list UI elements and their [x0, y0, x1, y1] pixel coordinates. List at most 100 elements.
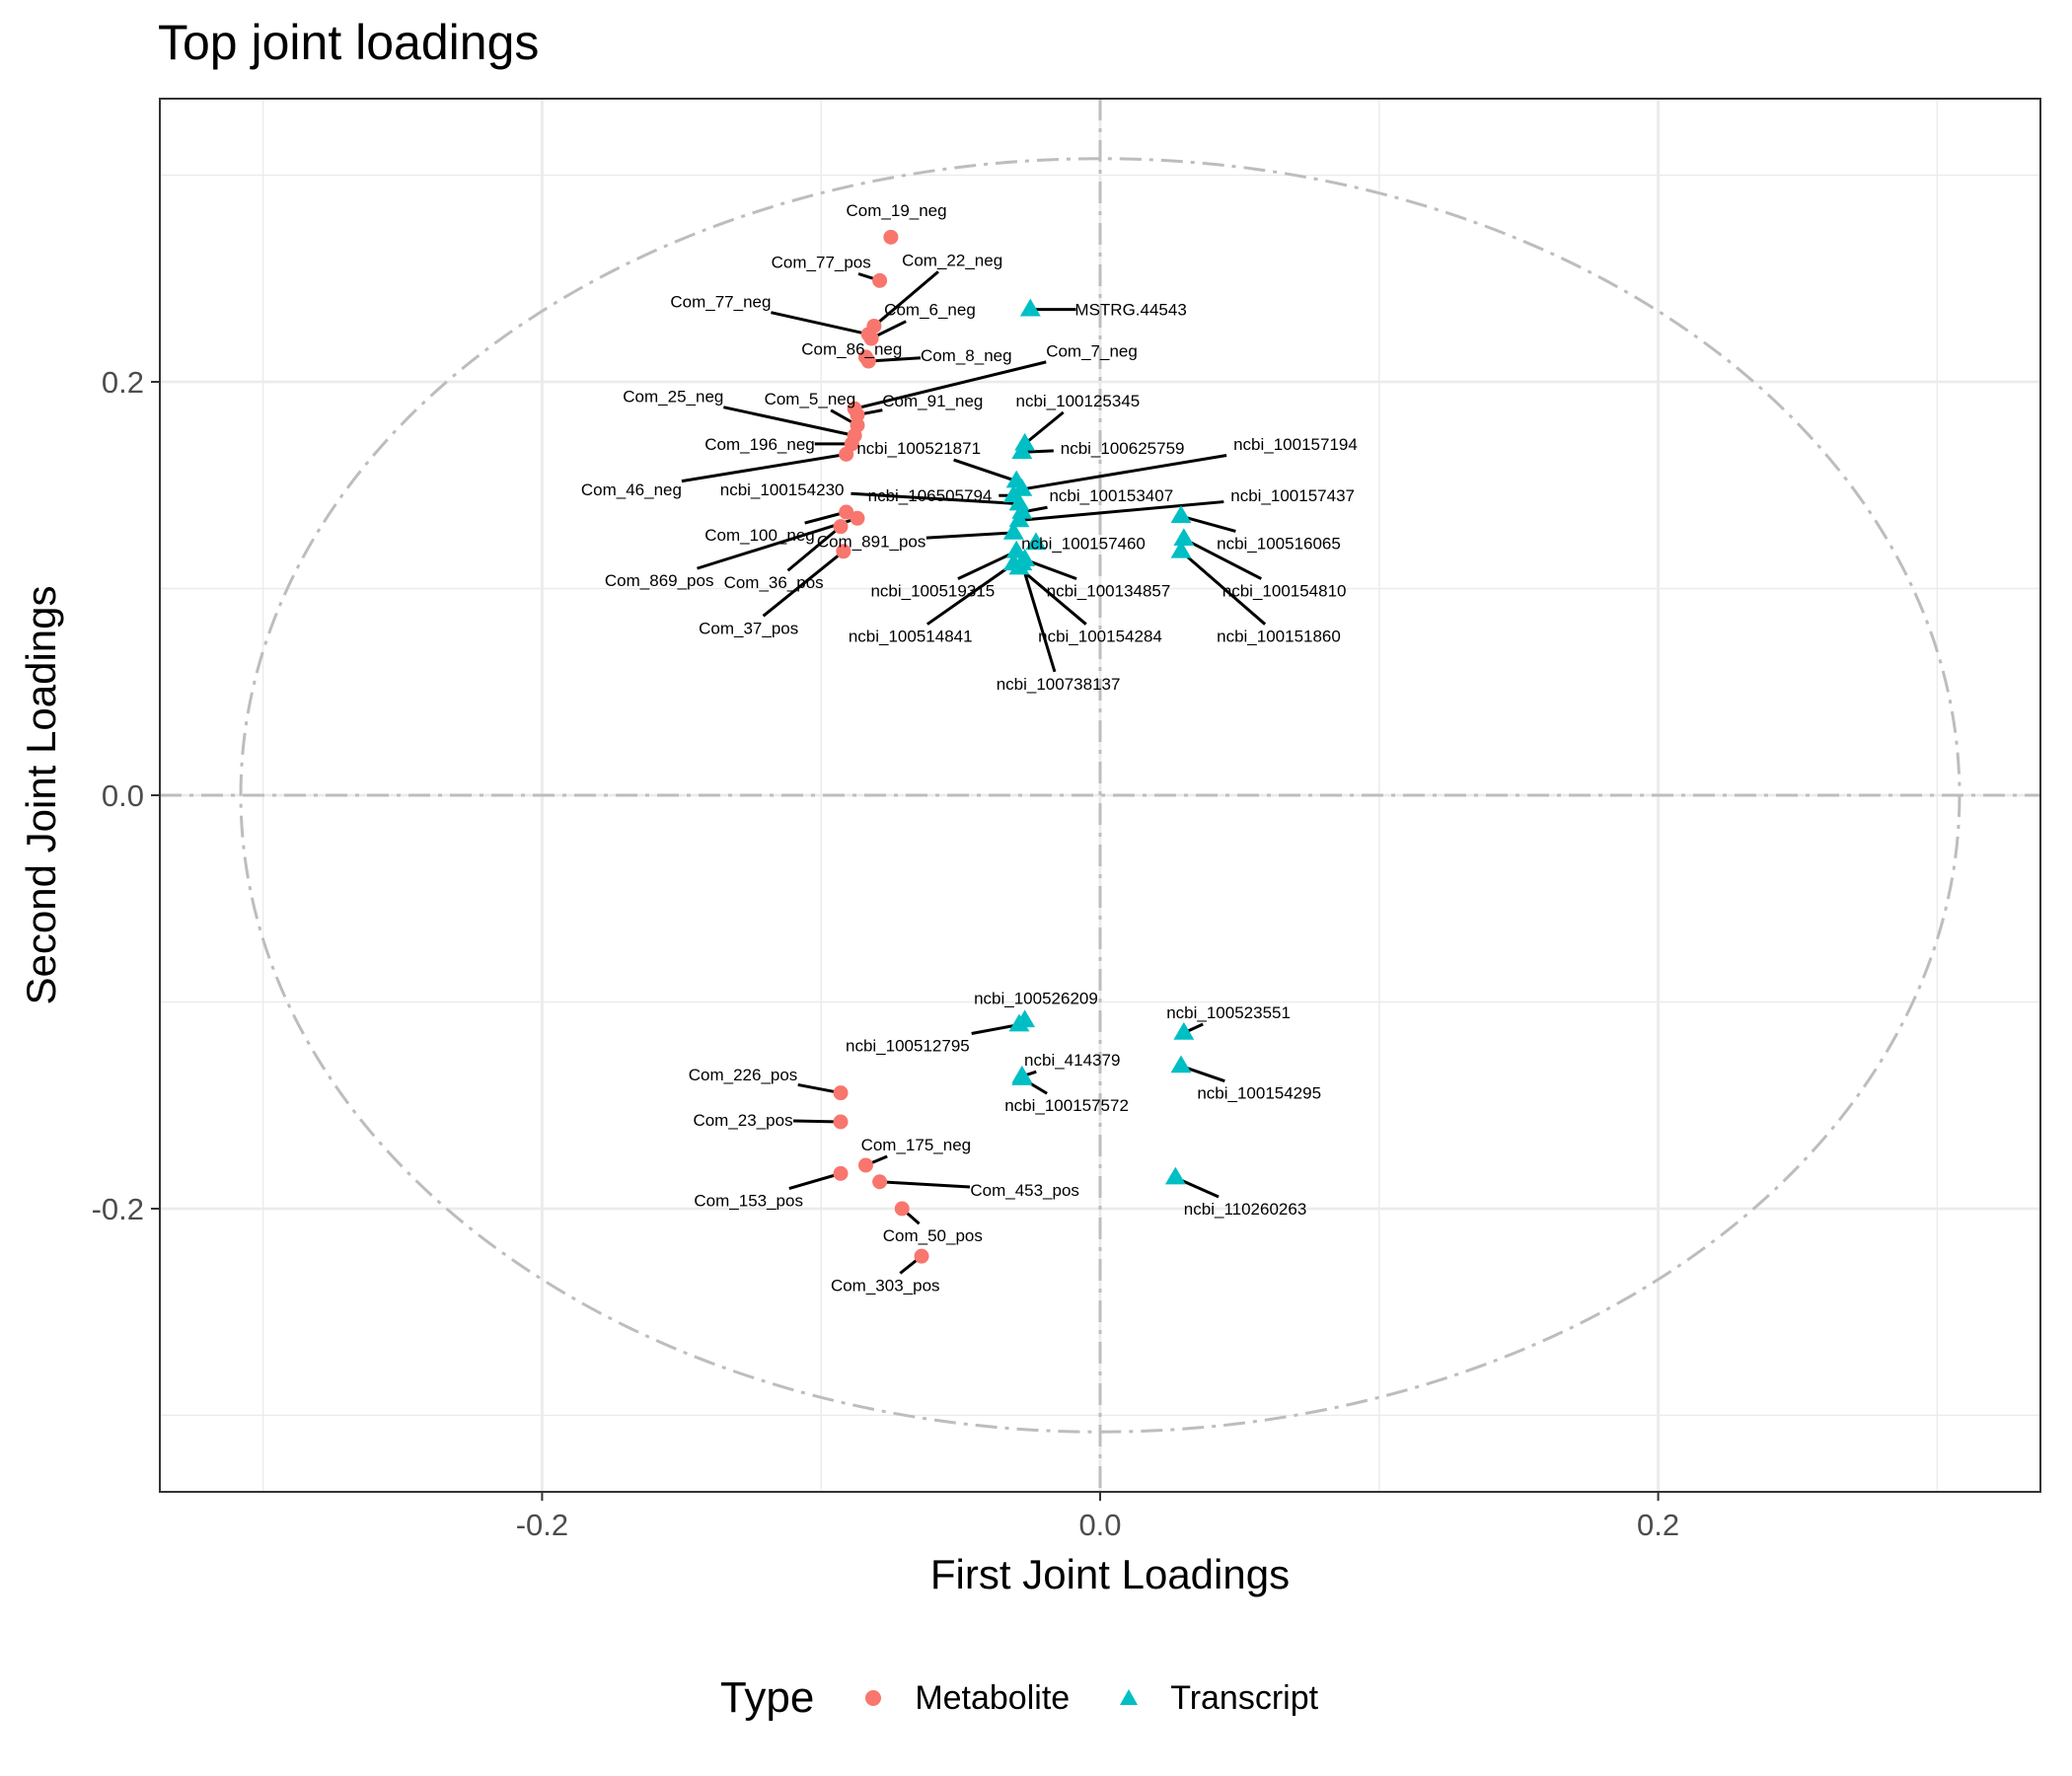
leader-line — [762, 550, 845, 618]
legend-item-metabolite: Metabolite — [853, 1678, 1070, 1718]
metabolite-point-com-36-pos — [833, 519, 849, 535]
point-label-com-36-pos: Com_36_pos — [724, 573, 824, 592]
point-label-com-50-pos: Com_50_pos — [883, 1226, 983, 1245]
x-tick-label: -0.2 — [516, 1508, 568, 1542]
y-tick-label: 0.0 — [102, 778, 144, 813]
point-label-com-226-pos: Com_226_pos — [689, 1066, 798, 1084]
metabolite-point-com-6-neg — [863, 331, 879, 346]
leader-line — [697, 516, 858, 570]
point-label-ncbi-100154295: ncbi_100154295 — [1197, 1084, 1321, 1103]
leader-line — [1180, 514, 1236, 533]
point-label-ncbi-100521871: ncbi_100521871 — [856, 439, 981, 458]
metabolite-point-com-8-neg — [860, 353, 876, 369]
leader-line — [1180, 550, 1267, 626]
leader-line — [868, 356, 922, 363]
leader-line — [792, 1119, 842, 1124]
legend-title: Type — [719, 1673, 815, 1722]
point-label-ncbi-100134857: ncbi_100134857 — [1047, 582, 1171, 601]
metabolite-point-com-37-pos — [836, 544, 851, 559]
leader-line — [771, 311, 869, 336]
point-label-mstrg-44543: MSTRG.44543 — [1074, 301, 1186, 320]
triangle-marker-icon — [1120, 1689, 1139, 1705]
point-label-ncbi-100523551: ncbi_100523551 — [1166, 1003, 1291, 1022]
y-tick-label: -0.2 — [92, 1192, 144, 1226]
x-tick-label: 0.0 — [1078, 1508, 1121, 1542]
x-axis-title: First Joint Loadings — [930, 1551, 1290, 1597]
point-label-ncbi-100738137: ncbi_100738137 — [997, 675, 1121, 694]
point-label-ncbi-100516065: ncbi_100516065 — [1217, 534, 1341, 553]
transcript-point-ncbi-100151860 — [1170, 540, 1192, 558]
transcript-point-ncbi-110260263 — [1164, 1166, 1186, 1185]
leader-line — [879, 1180, 971, 1189]
chart-title: Top joint loadings — [158, 15, 540, 70]
leader-line — [723, 406, 855, 437]
point-label-com-6-neg: Com_6_neg — [884, 301, 976, 320]
point-label-ncbi-100519315: ncbi_100519315 — [870, 582, 995, 601]
leader-line — [786, 525, 842, 572]
point-label-com-153-pos: Com_153_pos — [694, 1192, 803, 1211]
metabolite-point-com-19-neg — [883, 229, 899, 245]
leader-line — [788, 1171, 842, 1191]
leader-line — [1018, 500, 1224, 522]
point-label-ncbi-110260263: ncbi_110260263 — [1184, 1200, 1306, 1219]
point-label-ncbi-100151860: ncbi_100151860 — [1217, 628, 1341, 646]
point-label-com-77-pos: Com_77_pos — [772, 254, 871, 272]
point-label-ncbi-414379: ncbi_414379 — [1024, 1051, 1120, 1070]
metabolite-point-com-77-pos — [872, 272, 888, 288]
point-label-com-22-neg: Com_22_neg — [902, 251, 1002, 269]
point-label-com-19-neg: Com_19_neg — [847, 201, 947, 220]
leader-line — [925, 531, 1014, 540]
leader-line — [851, 491, 1020, 506]
point-label-ncbi-100526209: ncbi_100526209 — [974, 989, 1098, 1007]
metabolite-point-com-23-pos — [833, 1114, 849, 1130]
x-axis-ticks: -0.2 0.0 0.2 — [516, 1492, 1679, 1542]
point-label-ncbi-100514841: ncbi_100514841 — [849, 628, 973, 646]
scatter-chart: Com_19_neg Com_77_pos Com_22_neg Com_77_neg… — [18, 98, 2041, 1597]
correlation-circle — [239, 157, 1961, 1434]
metabolite-point-com-91-neg — [850, 407, 865, 423]
leader-line — [1183, 537, 1263, 580]
point-label-com-175-neg: Com_175_neg — [861, 1136, 972, 1154]
leader-line — [957, 550, 1017, 580]
point-label-com-37-pos: Com_37_pos — [699, 619, 798, 637]
leader-line — [925, 562, 1015, 626]
metabolite-point-com-46-neg — [839, 446, 854, 462]
x-tick-label: 0.2 — [1637, 1508, 1679, 1542]
point-label-ncbi-100157460: ncbi_100157460 — [1021, 534, 1146, 553]
leader-line — [1018, 566, 1087, 626]
point-label-ncbi-106505794: ncbi_106505794 — [868, 486, 993, 505]
point-label-com-46-neg: Com_46_neg — [581, 481, 682, 499]
transcript-point-ncbi-100154295 — [1170, 1055, 1192, 1073]
transcript-point-ncbi-100154810 — [1173, 528, 1195, 547]
point-label-com-5-neg: Com_5_neg — [765, 390, 856, 408]
point-label-ncbi-100154810: ncbi_100154810 — [1222, 582, 1347, 601]
transcript-point-ncbi-100625759 — [1011, 441, 1033, 460]
point-label-com-891-pos: Com_891_pos — [817, 532, 926, 551]
point-label-com-91-neg: Com_91_neg — [882, 392, 983, 410]
point-label-com-303-pos: Com_303_pos — [831, 1277, 940, 1295]
point-label-ncbi-100625759: ncbi_100625759 — [1061, 439, 1185, 458]
legend-item-transcript: Transcript — [1109, 1678, 1318, 1718]
transcript-point-ncbi-100523551 — [1173, 1021, 1195, 1040]
legend-label-metabolite: Metabolite — [915, 1678, 1071, 1717]
y-tick-label: 0.2 — [102, 365, 144, 400]
leader-line — [971, 1023, 1020, 1035]
point-label-com-7-neg: Com_7_neg — [1046, 342, 1138, 361]
y-axis-title: Second Joint Loadings — [18, 586, 64, 1005]
leader-line — [1020, 562, 1057, 673]
point-label-ncbi-100154284: ncbi_100154284 — [1038, 628, 1162, 646]
point-label-com-25-neg: Com_25_neg — [623, 388, 723, 407]
point-label-ncbi-100157437: ncbi_100157437 — [1230, 486, 1355, 505]
transcript-point-ncbi-100512795 — [1008, 1013, 1030, 1032]
point-labels: Com_19_neg Com_77_pos Com_22_neg Com_77_neg… — [581, 201, 1358, 1295]
point-label-ncbi-100157572: ncbi_100157572 — [1004, 1096, 1129, 1115]
leader-line — [1024, 557, 1077, 581]
metabolite-point-com-303-pos — [914, 1248, 929, 1264]
transcript-point-ncbi-100157460 — [1025, 532, 1047, 551]
circle-marker-icon — [865, 1690, 882, 1706]
metabolite-point-com-226-pos — [833, 1085, 849, 1101]
leader-line — [953, 458, 1017, 482]
metabolite-point-com-100-neg — [839, 504, 854, 520]
metabolite-point-com-153-pos — [833, 1165, 849, 1181]
legend: Type Metabolite Transcript — [0, 1673, 2072, 1723]
